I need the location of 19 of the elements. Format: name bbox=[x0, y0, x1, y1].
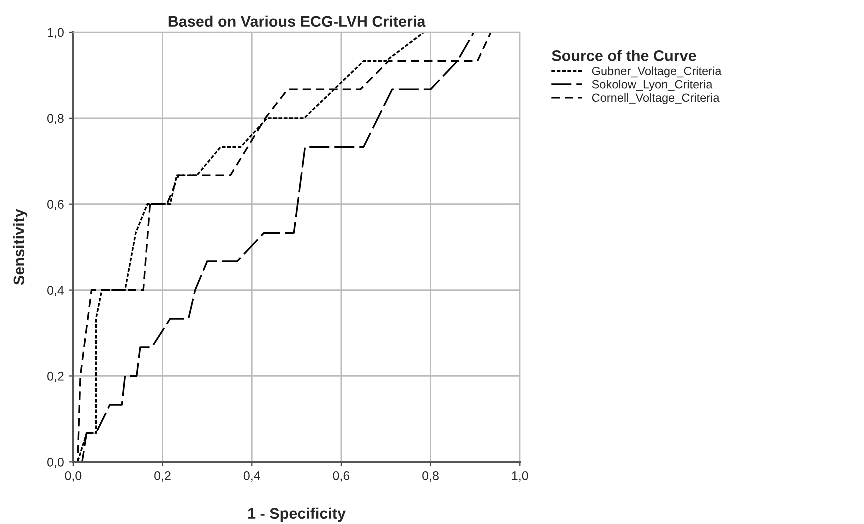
x-tick-label: 0,0 bbox=[65, 472, 82, 482]
legend-title: Source of the Curve bbox=[552, 50, 696, 62]
y-tick-label: 0,0 bbox=[48, 458, 64, 468]
y-tick-label: 0,2 bbox=[48, 372, 64, 382]
x-axis-title: 1 - Specificity bbox=[248, 508, 346, 522]
y-tick-label: 0,6 bbox=[48, 200, 64, 210]
x-tick-label: 0,4 bbox=[244, 472, 260, 482]
y-tick-label: 0,4 bbox=[48, 286, 64, 296]
x-tick-label: 0,8 bbox=[422, 472, 439, 482]
y-tick-label: 0,8 bbox=[48, 114, 64, 125]
legend-label: Gubner_Voltage_Criteria bbox=[592, 66, 722, 78]
legend-label: Cornell_Voltage_Criteria bbox=[592, 93, 720, 104]
legend-label: Sokolow_Lyon_Criteria bbox=[592, 80, 713, 92]
y-tick-label: 1,0 bbox=[48, 28, 64, 39]
x-tick-label: 1,0 bbox=[512, 472, 528, 482]
x-tick-label: 0,6 bbox=[333, 472, 350, 482]
x-tick-label: 0,2 bbox=[154, 472, 171, 482]
y-axis-title: Sensitivity bbox=[13, 209, 28, 286]
chart-title: Based on Various ECG-LVH Criteria bbox=[168, 16, 426, 28]
